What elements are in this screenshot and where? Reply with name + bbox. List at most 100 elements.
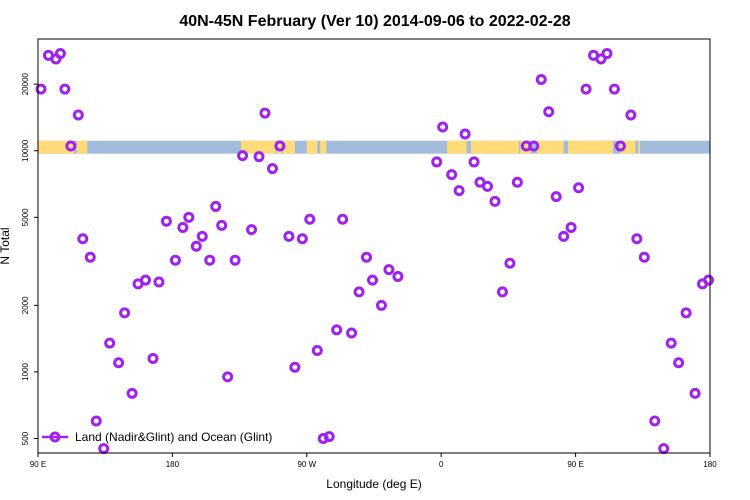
data-point bbox=[183, 211, 195, 223]
land-segment bbox=[520, 140, 531, 154]
x-tick-label: 180 bbox=[166, 460, 180, 469]
land-segment bbox=[241, 140, 276, 154]
land-segment bbox=[471, 140, 519, 154]
data-point bbox=[65, 140, 77, 152]
data-point bbox=[625, 109, 637, 121]
data-point bbox=[437, 121, 449, 133]
data-point bbox=[331, 324, 343, 336]
x-tick-label: 90 W bbox=[297, 460, 316, 469]
data-point bbox=[98, 443, 110, 455]
data-point bbox=[511, 176, 523, 188]
land-segment bbox=[568, 140, 613, 154]
data-point bbox=[253, 151, 265, 163]
data-point bbox=[649, 415, 661, 427]
data-point bbox=[595, 53, 607, 65]
data-point bbox=[543, 106, 555, 118]
data-point bbox=[84, 251, 96, 263]
data-point bbox=[481, 180, 493, 192]
data-point bbox=[446, 169, 458, 181]
x-axis-label: Longitude (deg E) bbox=[326, 477, 421, 491]
data-point bbox=[169, 254, 181, 266]
y-tick-label: 20000 bbox=[21, 72, 30, 95]
data-point bbox=[237, 150, 249, 162]
land-segment bbox=[38, 140, 74, 154]
data-point bbox=[496, 286, 508, 298]
land-segment bbox=[320, 140, 327, 154]
data-point bbox=[59, 83, 71, 95]
data-point bbox=[72, 109, 84, 121]
data-point bbox=[140, 274, 152, 286]
data-point bbox=[361, 251, 373, 263]
data-point bbox=[614, 140, 626, 152]
data-point bbox=[246, 224, 258, 236]
data-point bbox=[289, 361, 301, 373]
data-point bbox=[558, 230, 570, 242]
data-point bbox=[274, 140, 286, 152]
data-point bbox=[283, 230, 295, 242]
y-tick-label: 2000 bbox=[21, 296, 30, 314]
x-tick-label: 180 bbox=[703, 460, 717, 469]
data-point bbox=[54, 48, 66, 60]
data-point bbox=[113, 357, 125, 369]
data-point bbox=[658, 443, 670, 455]
data-point bbox=[580, 83, 592, 95]
data-point bbox=[665, 337, 677, 349]
data-point bbox=[304, 213, 316, 225]
legend-entry: Land (Nadir&Glint) and Ocean (Glint) bbox=[75, 430, 272, 444]
data-point bbox=[680, 307, 692, 319]
chart-title: 40N-45N February (Ver 10) 2014-09-06 to … bbox=[179, 13, 570, 30]
y-axis-label: N Total bbox=[0, 227, 12, 264]
data-point bbox=[222, 371, 234, 383]
legend: Land (Nadir&Glint) and Ocean (Glint) bbox=[42, 430, 272, 444]
land-ocean-band bbox=[38, 140, 710, 154]
land-segment bbox=[282, 140, 295, 154]
data-point bbox=[459, 128, 471, 140]
data-point bbox=[504, 257, 516, 269]
data-point bbox=[565, 221, 577, 233]
data-point bbox=[431, 156, 443, 168]
land-segment bbox=[447, 140, 467, 154]
data-point bbox=[528, 140, 540, 152]
data-point bbox=[119, 307, 131, 319]
legend-marker bbox=[49, 431, 61, 443]
data-point bbox=[535, 73, 547, 85]
land-segment bbox=[76, 140, 88, 154]
data-point bbox=[468, 156, 480, 168]
data-point bbox=[296, 233, 308, 245]
data-point bbox=[311, 344, 323, 356]
axes: 90 E 180 90 W 0 90 E 180 500 1000 2000 5000 10000 2… bbox=[21, 72, 717, 469]
data-point bbox=[689, 387, 701, 399]
data-point bbox=[353, 286, 365, 298]
land-segment bbox=[536, 140, 564, 154]
y-tick-label: 10000 bbox=[21, 139, 30, 162]
data-point bbox=[90, 415, 102, 427]
land-segment bbox=[638, 140, 640, 154]
y-tick-label: 1000 bbox=[21, 362, 30, 380]
data-point bbox=[573, 182, 585, 194]
data-point bbox=[204, 254, 216, 266]
data-point bbox=[367, 274, 379, 286]
plot-frame bbox=[37, 38, 711, 454]
data-point bbox=[323, 431, 335, 443]
data-point bbox=[190, 240, 202, 252]
data-point bbox=[673, 357, 685, 369]
data-point bbox=[210, 200, 222, 212]
data-point bbox=[453, 185, 465, 197]
data-point bbox=[216, 219, 228, 231]
data-point bbox=[153, 276, 165, 288]
data-point bbox=[608, 83, 620, 95]
data-point bbox=[104, 337, 116, 349]
data-point bbox=[160, 215, 172, 227]
y-tick-label: 500 bbox=[21, 431, 30, 445]
data-point bbox=[177, 221, 189, 233]
x-tick-label: 90 E bbox=[30, 460, 46, 469]
data-points bbox=[35, 48, 715, 455]
data-point bbox=[638, 251, 650, 263]
data-point bbox=[35, 83, 47, 95]
data-point bbox=[126, 387, 138, 399]
data-point bbox=[631, 233, 643, 245]
data-point bbox=[601, 48, 613, 60]
data-point bbox=[703, 274, 715, 286]
data-point bbox=[196, 230, 208, 242]
